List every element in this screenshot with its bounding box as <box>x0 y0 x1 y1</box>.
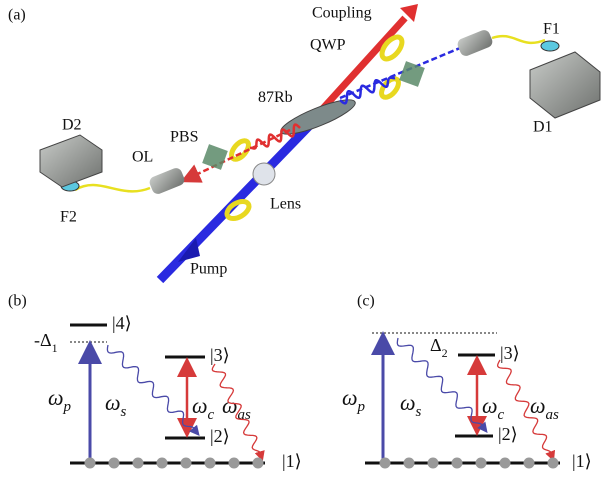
atom <box>475 457 487 469</box>
detuning: Δ <box>430 335 442 355</box>
coupling-arrow <box>400 4 418 22</box>
photon <box>211 363 265 462</box>
atom <box>132 457 144 469</box>
pbs-cube <box>202 144 228 170</box>
atom <box>523 457 535 469</box>
transition-label: c <box>208 407 215 423</box>
label: Pump <box>190 261 227 278</box>
fiber <box>491 34 546 45</box>
detuning: 2 <box>442 346 448 360</box>
level-label: |2⟩ <box>498 424 518 444</box>
pump-arrow <box>178 238 200 262</box>
atom <box>451 457 463 469</box>
transition-label: ω <box>530 393 546 418</box>
transition-label: ωas <box>222 393 251 423</box>
label: F2 <box>60 209 77 226</box>
transition-label: ω <box>400 390 416 415</box>
qwp <box>224 198 252 222</box>
photon <box>339 76 396 105</box>
panel-label: (c) <box>357 293 375 310</box>
atom <box>156 457 168 469</box>
antistokes-path <box>180 128 291 183</box>
label: OL <box>132 149 153 166</box>
setup <box>39 4 601 284</box>
atom <box>180 457 192 469</box>
transition-label: ω <box>48 385 64 410</box>
atom <box>204 457 216 469</box>
label: Lens <box>270 196 301 213</box>
atom <box>252 457 264 469</box>
photon <box>396 337 488 434</box>
label: D1 <box>533 119 553 136</box>
transition-label: ωs <box>105 390 127 420</box>
label: PBS <box>170 129 198 146</box>
level-label: |3⟩ <box>210 345 230 365</box>
transition-label: ωp <box>48 385 72 415</box>
collimator <box>457 30 493 56</box>
atom <box>499 457 511 469</box>
transition-label: p <box>357 399 366 415</box>
level-label: |2⟩ <box>210 426 230 446</box>
detuning: Δ2 <box>430 335 448 360</box>
panel-label: (a) <box>8 7 26 24</box>
atom <box>84 457 96 469</box>
transition-label: ω <box>192 393 208 418</box>
label: F1 <box>543 21 560 38</box>
transition-label: ωas <box>530 393 559 423</box>
detector-d2 <box>39 134 103 188</box>
photon <box>249 123 301 150</box>
photon <box>106 344 200 436</box>
transition-label: ω <box>105 390 121 415</box>
qwp <box>379 34 405 62</box>
transition-label: ωc <box>482 393 505 423</box>
collimator <box>149 168 185 194</box>
label: 87Rb <box>258 89 293 106</box>
transition-label: as <box>546 407 560 423</box>
fiber-connector <box>540 40 560 52</box>
transition-label: s <box>121 404 127 420</box>
transition-label: ω <box>482 393 498 418</box>
atom <box>403 457 415 469</box>
label: Coupling <box>312 5 372 22</box>
atom <box>379 457 391 469</box>
fiber <box>74 183 151 193</box>
transition-label: c <box>498 407 505 423</box>
detuning: 1 <box>52 341 58 355</box>
transition-label: ω <box>342 385 358 410</box>
level-label: |1⟩ <box>282 451 302 471</box>
label: Rb <box>274 89 293 106</box>
pbs-cube <box>399 61 425 87</box>
detuning: -Δ <box>34 330 52 350</box>
transition-label: s <box>416 404 422 420</box>
level-label: |1⟩ <box>572 451 592 471</box>
photon <box>496 359 556 462</box>
level-label: |4⟩ <box>112 313 132 333</box>
level-label: |3⟩ <box>500 343 520 363</box>
label: QWP <box>310 37 346 54</box>
transition-label: ωc <box>192 393 215 423</box>
atom <box>427 457 439 469</box>
detuning: -Δ1 <box>34 330 58 355</box>
transition-label: ωs <box>400 390 422 420</box>
lens <box>252 162 276 186</box>
label: 87 <box>258 89 274 106</box>
transition-label: ω <box>222 393 238 418</box>
atom <box>228 457 240 469</box>
label: D2 <box>62 117 82 134</box>
qwp <box>379 76 401 100</box>
atom <box>108 457 120 469</box>
panel-label: (b) <box>8 293 27 310</box>
transition-label: ωp <box>342 385 366 415</box>
detector-d1 <box>529 51 601 119</box>
atom <box>547 457 559 469</box>
transition-label: p <box>63 399 72 415</box>
